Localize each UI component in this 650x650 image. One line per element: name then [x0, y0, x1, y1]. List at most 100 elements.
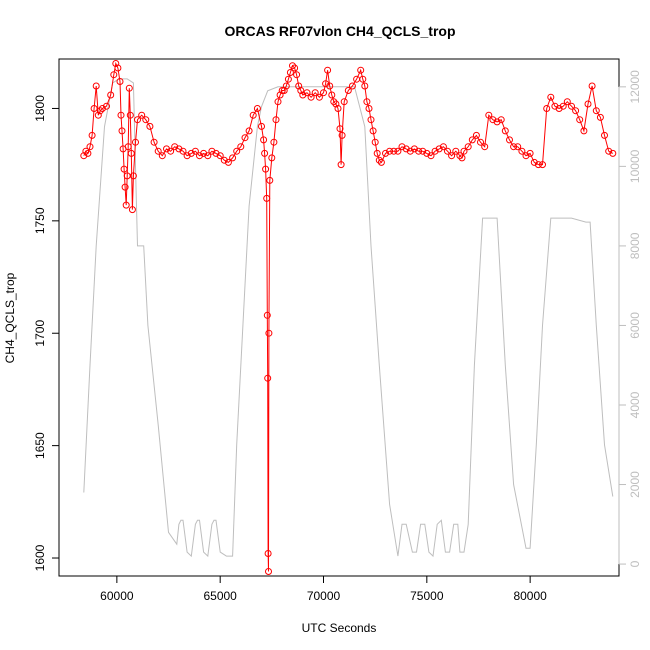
- data-point: [481, 143, 489, 151]
- data-point: [493, 118, 501, 126]
- data-point: [124, 143, 132, 151]
- data-point: [138, 111, 146, 119]
- data-point: [263, 194, 271, 202]
- data-point: [120, 165, 128, 173]
- data-point: [88, 131, 96, 139]
- data-point: [427, 152, 435, 160]
- data-point: [278, 87, 286, 94]
- data-point: [522, 152, 530, 160]
- data-point: [501, 127, 509, 135]
- data-point: [485, 111, 493, 119]
- data-point: [435, 145, 443, 153]
- data-point: [444, 147, 451, 155]
- data-point: [448, 152, 456, 160]
- data-point: [415, 147, 423, 155]
- y-tick-label: 1800: [33, 95, 47, 122]
- data-point: [268, 154, 276, 162]
- data-point: [596, 113, 604, 121]
- data-point: [530, 158, 538, 166]
- x-tick-label: 70000: [307, 589, 341, 603]
- data-point: [572, 107, 580, 115]
- x-axis: 60000 65000 70000 75000 80000: [100, 575, 547, 603]
- data-point: [402, 145, 410, 153]
- x-tick-label: 80000: [513, 589, 547, 603]
- data-point: [171, 143, 179, 151]
- data-point: [129, 172, 137, 180]
- data-point: [394, 147, 402, 155]
- data-point: [514, 143, 522, 151]
- data-point: [272, 116, 280, 124]
- data-point: [543, 105, 551, 112]
- data-point: [116, 78, 124, 85]
- data-point: [233, 147, 241, 155]
- data-point: [293, 71, 301, 79]
- data-point: [555, 105, 563, 112]
- data-point: [605, 147, 613, 155]
- data-point: [398, 143, 406, 151]
- data-point: [204, 152, 212, 160]
- data-point: [338, 131, 346, 139]
- data-point: [584, 100, 592, 108]
- data-point: [371, 138, 379, 146]
- data-point: [377, 158, 385, 166]
- data-point: [568, 102, 575, 110]
- data-point: [167, 147, 175, 155]
- data-point: [295, 82, 303, 90]
- data-point: [382, 149, 389, 157]
- data-point: [282, 82, 290, 90]
- data-point: [80, 152, 88, 160]
- altitude-line: [83, 78, 614, 558]
- data-point: [90, 105, 98, 112]
- data-point: [158, 152, 166, 160]
- data-point: [410, 145, 418, 153]
- data-point: [249, 111, 257, 119]
- data-point: [196, 152, 203, 160]
- right-axis: 0 2000 4000 6000 8000 10000 12000: [618, 70, 642, 567]
- x-axis-label: UTC Seconds: [302, 621, 377, 635]
- data-point: [419, 147, 427, 155]
- data-point: [146, 122, 154, 130]
- y-tick-label: 1700: [33, 320, 47, 347]
- x-tick-label: 75000: [410, 589, 444, 603]
- data-point: [110, 71, 118, 79]
- data-point: [472, 131, 480, 139]
- data-point: [121, 183, 129, 191]
- data-point: [580, 127, 588, 135]
- data-point: [431, 147, 439, 155]
- data-point: [289, 62, 296, 70]
- data-point: [489, 116, 497, 124]
- data-point: [179, 147, 187, 155]
- data-point: [266, 176, 274, 184]
- data-point: [506, 136, 513, 144]
- data-point: [253, 105, 261, 112]
- data-point: [96, 107, 104, 115]
- data-point: [291, 64, 299, 72]
- data-point: [183, 152, 191, 160]
- data-point: [263, 311, 271, 319]
- data-point: [92, 82, 100, 90]
- data-point: [280, 87, 288, 94]
- data-point: [241, 134, 249, 142]
- data-point: [477, 138, 484, 146]
- data-point: [328, 91, 336, 99]
- data-point: [276, 91, 284, 99]
- data-point: [468, 136, 476, 144]
- data-point: [497, 116, 505, 124]
- data-point: [547, 93, 555, 101]
- data-point: [336, 125, 344, 133]
- data-point: [132, 138, 139, 146]
- data-point: [103, 102, 110, 110]
- data-point: [150, 138, 158, 146]
- data-point: [452, 147, 460, 155]
- data-point: [307, 93, 315, 101]
- data-point: [373, 149, 381, 157]
- data-point: [237, 143, 245, 151]
- x-tick-label: 60000: [100, 589, 134, 603]
- data-point: [559, 102, 567, 110]
- ch4-line: [83, 61, 614, 572]
- data-point: [359, 75, 367, 83]
- data-point: [264, 550, 272, 557]
- data-point: [375, 156, 383, 164]
- data-point: [258, 122, 265, 130]
- data-point: [386, 147, 394, 155]
